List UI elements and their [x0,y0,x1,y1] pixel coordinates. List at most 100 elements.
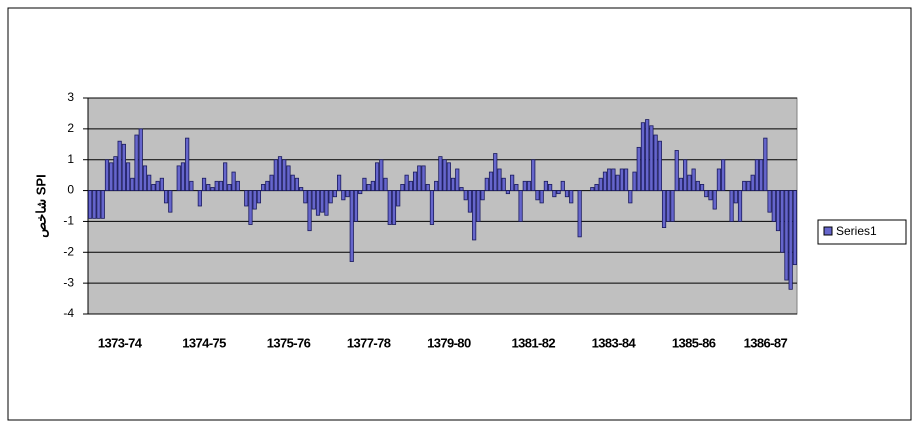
bar [459,187,464,191]
bar [324,190,329,216]
bar [235,180,240,191]
bar [387,190,392,225]
bar [362,177,367,191]
bar [611,168,616,191]
x-tick-label: 1377-78 [347,335,391,350]
bar [729,190,734,222]
bar [163,190,169,204]
bar [248,190,253,225]
bar [155,180,160,191]
bar [653,134,658,191]
bar [337,174,342,191]
y-tick-label: 1 [67,152,74,166]
bar [670,190,675,222]
bar [100,190,105,219]
bar [307,190,312,232]
bar [759,159,764,191]
bar [434,180,439,191]
bar [623,168,629,191]
bar [96,190,101,219]
bar [126,162,131,191]
bar [518,190,523,222]
bar [661,190,667,228]
y-tick-label: -3 [63,275,74,289]
bar [138,128,143,191]
bar [244,190,249,207]
legend-swatch [823,226,833,236]
bar [784,190,789,281]
bar [526,180,532,191]
bar [303,190,308,204]
bar [712,190,717,210]
bar [151,183,156,191]
bar [501,177,506,191]
y-tick-label: -2 [63,244,74,258]
bar [763,137,768,191]
bar [370,180,375,191]
bar [286,165,291,191]
bar [176,165,181,191]
bar [282,159,287,191]
bar [391,190,397,225]
bar [687,174,692,191]
bar [657,140,662,191]
bar [374,162,380,191]
bar [569,190,574,204]
bar [590,187,595,191]
bar [721,159,726,191]
x-tick-label: 1374-75 [182,335,226,350]
y-axis-label: شاخص SPI [33,174,49,237]
bar [683,159,688,191]
bar [117,140,122,191]
bar [602,171,608,191]
bar [514,183,519,191]
bar [552,190,557,198]
bar [261,183,266,191]
bar [577,190,582,238]
bar [396,190,401,207]
bar [201,177,207,191]
bar [290,174,295,191]
bar [450,177,456,191]
legend [817,219,907,245]
legend-label: Series1 [836,224,877,238]
bar [404,174,409,191]
bar [510,174,515,191]
bar [299,187,304,191]
bar [185,137,190,191]
bar [197,190,202,207]
bar [421,165,426,191]
bar [742,180,747,191]
bar [615,174,620,191]
bar [476,190,481,222]
bar [345,190,350,198]
bar [472,190,477,241]
bar [189,180,194,191]
bar [341,190,346,201]
bar [780,190,785,253]
bar [206,183,211,191]
bar [273,159,278,191]
bar [531,159,536,191]
bar [480,190,485,201]
bar [92,190,97,219]
bar [771,190,776,222]
bar [767,190,772,213]
bar [467,190,473,213]
bar [121,143,126,191]
bar [366,183,371,191]
bar [180,162,186,191]
bar [265,180,270,191]
x-tick-label: 1383-84 [592,335,637,350]
y-tick-label: -1 [63,214,74,228]
bar [142,165,148,191]
bar [294,177,299,191]
bar [130,177,135,191]
bar [636,146,641,191]
bar [505,190,511,195]
bar [332,190,337,198]
y-tick-label: 2 [67,121,74,135]
bar [497,168,502,191]
bar [628,190,633,204]
x-tick-label: 1373-74 [98,335,143,350]
